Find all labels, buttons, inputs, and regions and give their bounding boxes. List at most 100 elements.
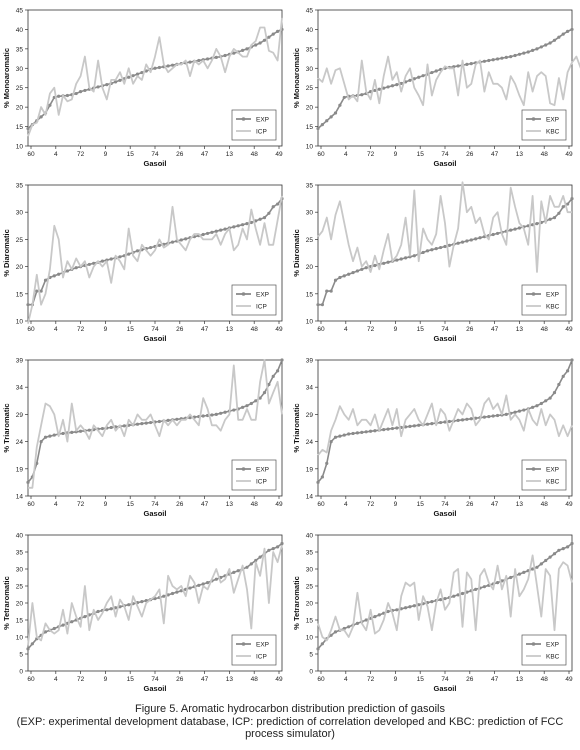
y-tick-label: 34 — [16, 385, 24, 392]
x-tick-label: 9 — [394, 501, 398, 508]
exp-point — [267, 211, 271, 215]
x-tick-label: 74 — [441, 676, 449, 683]
x-tick-label: 74 — [441, 326, 449, 333]
exp-point — [135, 249, 140, 253]
exp-point — [127, 603, 131, 607]
exp-point — [219, 411, 223, 415]
y-tick-label: 5 — [19, 652, 23, 659]
x-tick-label: 49 — [275, 151, 283, 158]
exp-point — [113, 80, 118, 84]
exp-point — [430, 70, 434, 75]
y-tick-label: 15 — [16, 618, 24, 625]
y-tick-label: 0 — [309, 669, 313, 676]
exp-point — [351, 270, 355, 275]
x-tick-label: 4 — [344, 151, 348, 158]
x-tick-label: 72 — [367, 151, 375, 158]
exp-point — [478, 236, 482, 240]
exp-point — [557, 211, 561, 215]
x-tick-label: 72 — [367, 501, 375, 508]
exp-point — [460, 591, 465, 596]
x-tick-label: 13 — [226, 326, 234, 333]
legend-label: KBC — [546, 654, 560, 661]
x-tick-label: 9 — [394, 676, 398, 683]
x-tick-label: 15 — [417, 151, 425, 158]
legend-box — [521, 634, 567, 666]
x-tick-label: 48 — [251, 151, 259, 158]
exp-point — [223, 410, 227, 414]
x-tick-label: 47 — [201, 151, 209, 158]
exp-point — [456, 593, 460, 597]
y-tick-label: 15 — [16, 124, 24, 131]
y-tick-label: 29 — [16, 412, 24, 419]
y-tick-label: 35 — [16, 46, 24, 53]
exp-point — [78, 90, 83, 94]
x-tick-label: 26 — [466, 326, 474, 333]
exp-point — [364, 266, 368, 270]
exp-point — [360, 267, 364, 271]
exp-point — [223, 227, 227, 231]
exp-point — [52, 274, 56, 278]
exp-point — [487, 414, 491, 419]
y-tick-label: 15 — [306, 618, 314, 625]
exp-point — [333, 630, 338, 634]
exp-point — [338, 434, 342, 438]
exp-point — [39, 115, 43, 119]
exp-point — [342, 433, 346, 437]
y-tick-label: 20 — [16, 105, 24, 112]
exp-point — [240, 48, 245, 53]
exp-point — [276, 369, 280, 373]
exp-point — [61, 623, 65, 627]
x-tick-label: 15 — [127, 501, 135, 508]
x-tick-label: 60 — [27, 151, 35, 158]
exp-point — [205, 581, 210, 585]
exp-point — [557, 35, 561, 39]
y-tick-label: 30 — [16, 567, 24, 574]
exp-point — [526, 50, 530, 54]
exp-point — [561, 205, 565, 209]
exp-point — [214, 412, 218, 416]
exp-point — [329, 633, 333, 637]
x-tick-label: 49 — [275, 326, 283, 333]
exp-point — [517, 226, 522, 230]
exp-point — [412, 77, 416, 81]
y-tick-label: 35 — [306, 550, 314, 557]
legend-label: EXP — [256, 642, 269, 649]
exp-point — [447, 419, 451, 424]
exp-point — [395, 426, 399, 430]
exp-point — [487, 58, 491, 63]
exp-point — [530, 567, 535, 571]
exp-point — [329, 440, 333, 444]
y-tick-label: 30 — [306, 567, 314, 574]
chart-monoaromatic-icp: 10 15 20 25 30 35 40 45 60 4 72 9 15 74 26 47 13 48 49 Gaso… — [0, 0, 290, 175]
exp-point — [83, 88, 87, 93]
exp-point — [434, 247, 438, 251]
y-tick-label: 10 — [306, 635, 314, 642]
y-tick-label: 39 — [306, 358, 314, 365]
exp-point — [390, 84, 395, 88]
y-tick-label: 45 — [16, 8, 24, 15]
x-tick-label: 26 — [466, 151, 474, 158]
legend-marker — [241, 292, 246, 296]
x-tick-label: 4 — [54, 151, 58, 158]
series-line-kbc — [317, 554, 573, 642]
x-tick-label: 4 — [54, 326, 58, 333]
exp-point — [258, 555, 262, 559]
exp-point — [535, 404, 539, 408]
y-tick-label: 30 — [16, 210, 24, 217]
exp-point — [271, 374, 275, 378]
series-line-icp — [27, 195, 283, 324]
exp-point — [408, 605, 412, 609]
x-axis-title: Gasoil — [434, 684, 457, 693]
exp-point — [504, 412, 508, 416]
exp-point — [382, 261, 386, 265]
legend-label: KBC — [546, 479, 560, 486]
exp-point — [557, 382, 561, 387]
exp-point — [566, 202, 570, 206]
exp-point — [52, 626, 56, 631]
exp-point — [245, 47, 249, 51]
exp-point — [205, 231, 210, 236]
exp-point — [201, 414, 205, 418]
exp-point — [561, 374, 565, 378]
x-tick-label: 48 — [251, 501, 259, 508]
figure-grid: 10 15 20 25 30 35 40 45 60 4 72 9 15 74 26 47 13 48 49 Gaso… — [0, 0, 580, 693]
